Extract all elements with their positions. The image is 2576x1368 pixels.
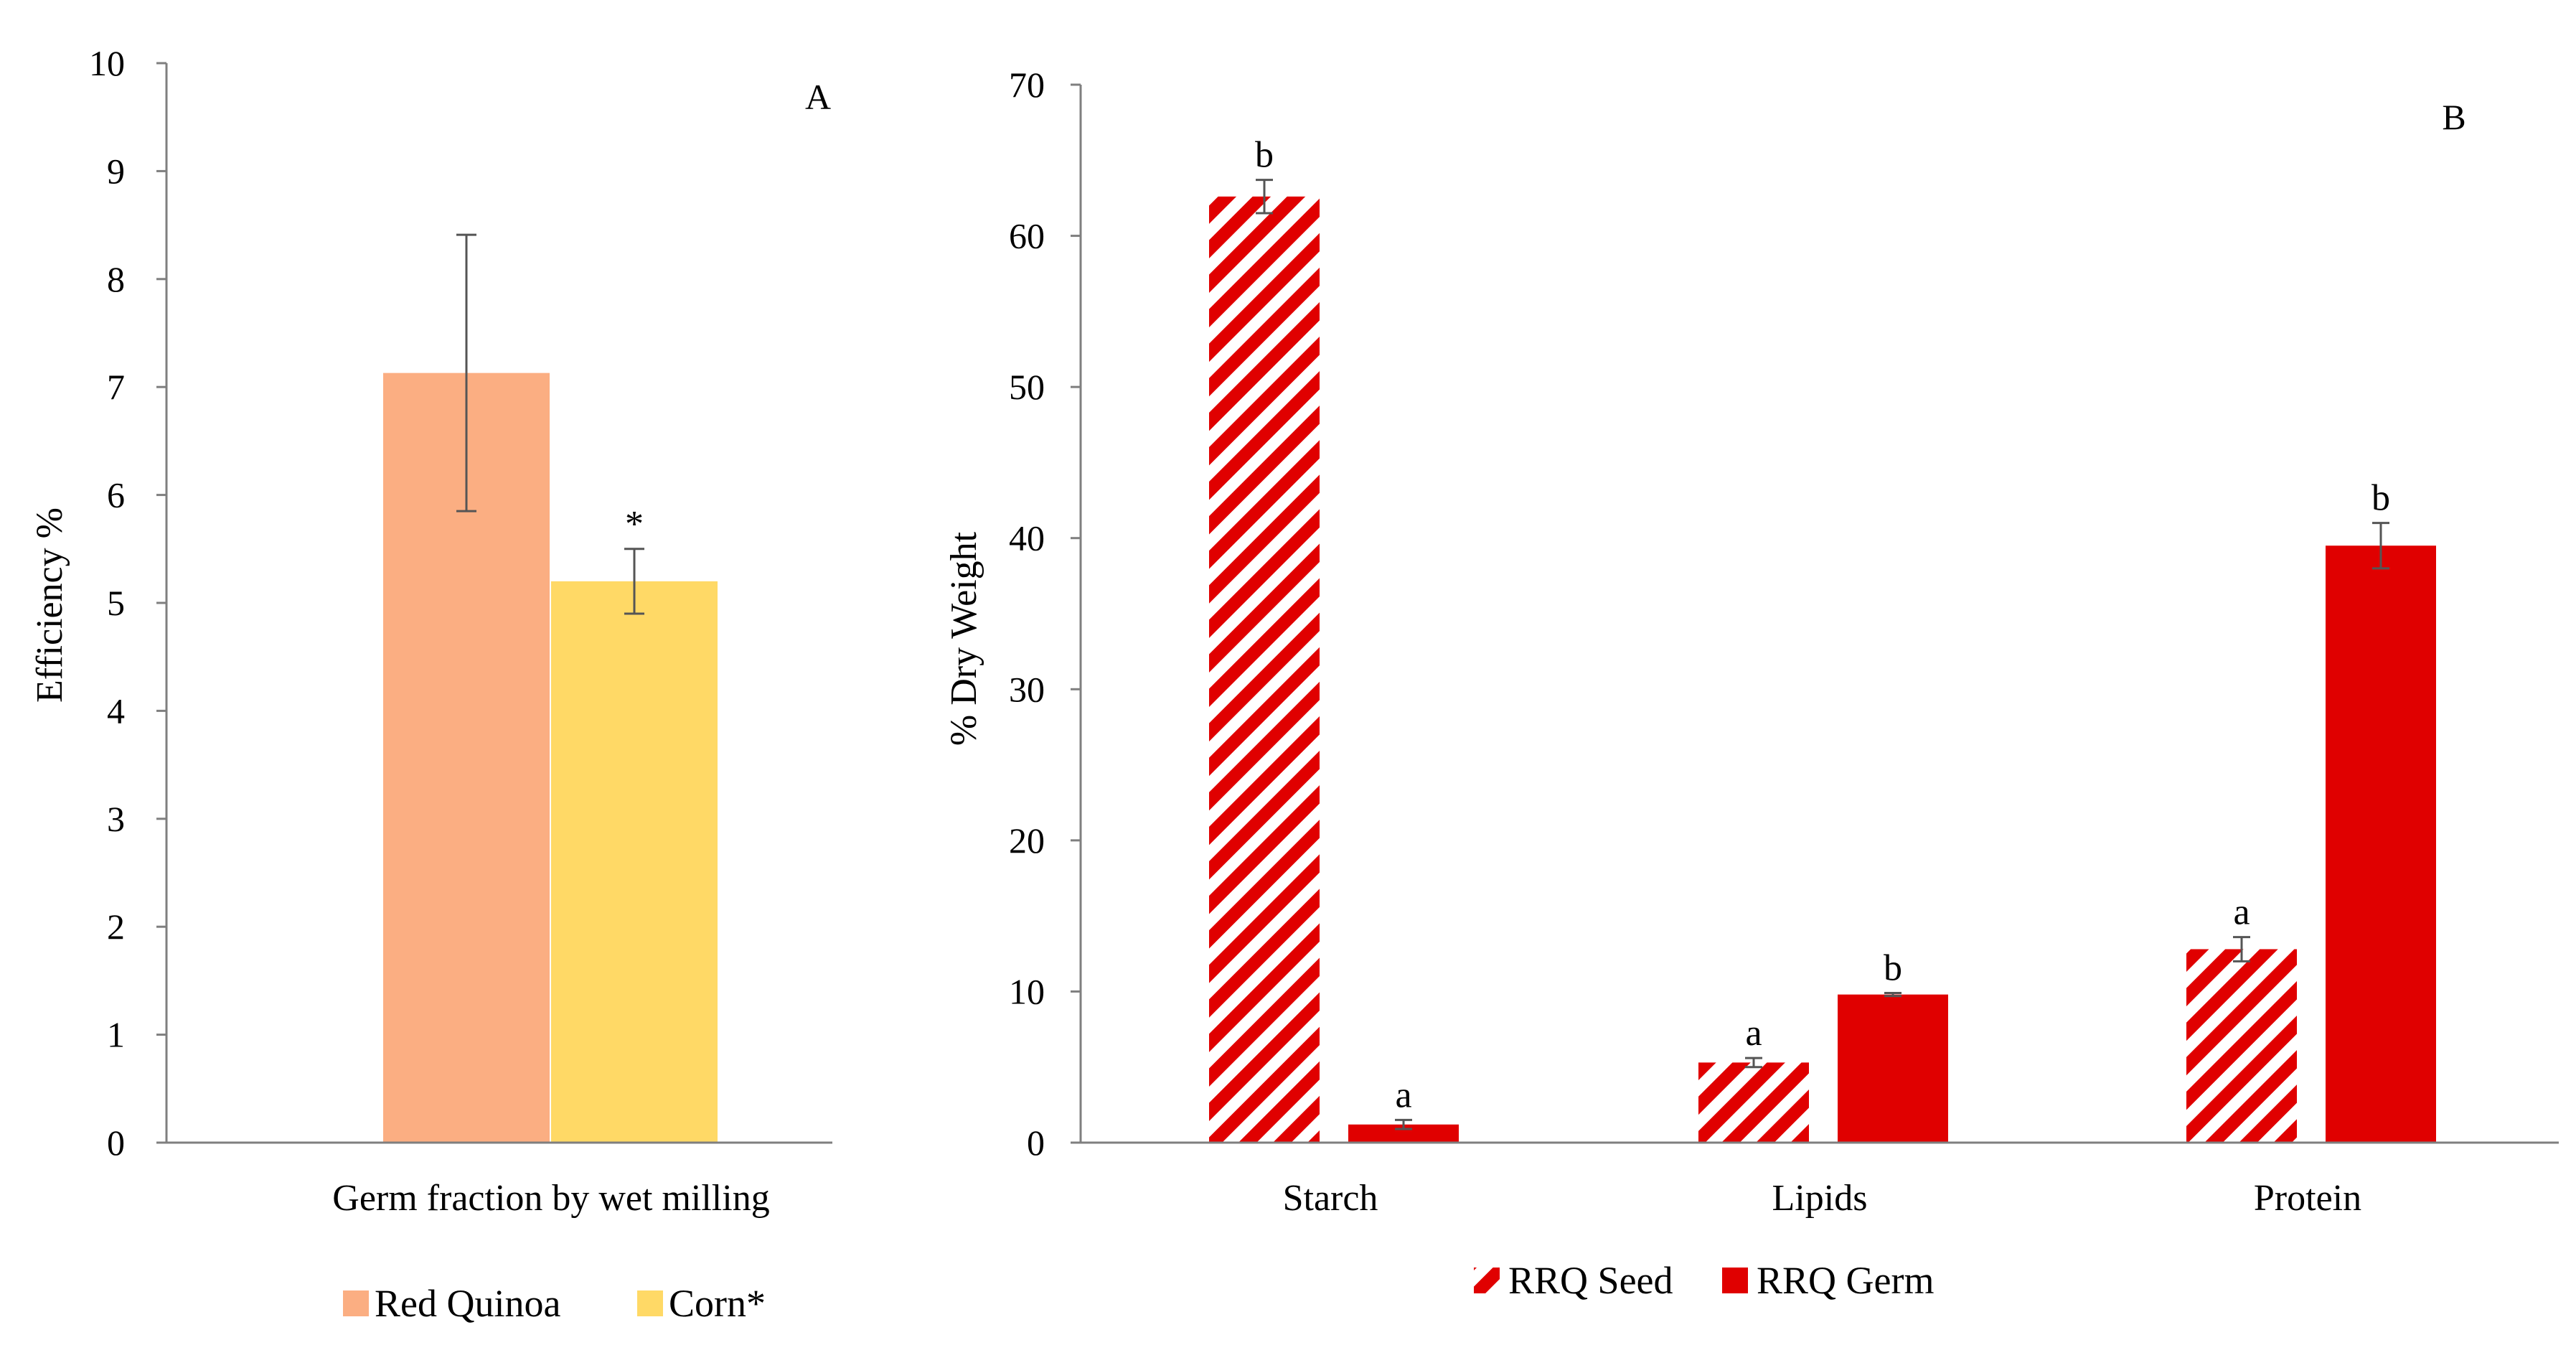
panel-b-legend-swatch [1474, 1268, 1500, 1293]
panel-a-y-tick-label: 10 [89, 43, 125, 83]
panel-a-y-tick-label: 4 [107, 690, 125, 731]
panel-b-x-category-label: Starch [1283, 1178, 1378, 1219]
panel-b-significance-label: a [1395, 1074, 1411, 1115]
panel-b-categories: Starch Lipids Protein [1283, 1178, 2362, 1219]
panel-b-y-tick-label: 50 [1009, 367, 1045, 407]
panel-a-legend: Red Quinoa Corn* [343, 1282, 766, 1325]
panel-b-significance-label: b [1255, 135, 1274, 176]
panel-a-letter: A [805, 77, 831, 117]
panel-b-significance-label: b [1884, 948, 1902, 989]
panel-a-y-tick-label: 3 [107, 799, 125, 839]
panel-b-y-tick-label: 30 [1009, 669, 1045, 709]
panel-b-legend-label: RRQ Germ [1757, 1259, 1934, 1302]
panel-a-y-tick-label: 1 [107, 1015, 125, 1055]
panel-b-legend-swatch [1722, 1268, 1748, 1293]
panel-b-significance-label: b [2371, 478, 2390, 519]
panel-b-significance-label: a [1745, 1013, 1762, 1054]
panel-b-x-category-label: Lipids [1772, 1178, 1868, 1219]
panel-b-y-axis-title: % Dry Weight [944, 531, 984, 746]
panel-a-y-tick-label: 2 [107, 906, 125, 947]
panel-b-y-tick-label: 60 [1009, 216, 1045, 256]
panel-b-y-tick-label: 70 [1009, 65, 1045, 105]
panel-b-bar-rrq-seed-starch [1209, 196, 1320, 1143]
panel-a-legend-swatch [637, 1290, 663, 1316]
panel-b-significance-label: a [2233, 892, 2250, 933]
panel-a-bars: * [383, 233, 718, 1143]
panel-b-bar-rrq-seed-lipids [1698, 1062, 1809, 1143]
panel-a-legend-swatch [343, 1290, 369, 1316]
panel-b-y-tick-label: 40 [1009, 518, 1045, 558]
panel-b-legend-label: RRQ Seed [1508, 1259, 1673, 1302]
panel-b-y-tick-label: 0 [1027, 1123, 1045, 1163]
panel-b-x-category-label: Protein [2254, 1178, 2361, 1219]
panel-b: % Dry Weight B 0 10 20 30 40 50 60 70 b a a a b b St… [944, 65, 2559, 1302]
panel-b-legend: RRQ Seed RRQ Germ [1474, 1259, 1934, 1302]
panel-a-y-tick-label: 9 [107, 151, 125, 191]
panel-a: Efficiency % A 0 1 2 3 4 5 6 7 8 9 10 * Germ fract… [29, 43, 832, 1325]
panel-b-bar-rrq-germ-protein [2326, 545, 2436, 1143]
panel-a-y-tick-label: 7 [107, 367, 125, 407]
panel-a-x-category-label: Germ fraction by wet milling [332, 1178, 769, 1219]
panel-b-y-tick-label: 20 [1009, 820, 1045, 861]
panel-a-y-axis-title: Efficiency % [29, 507, 70, 703]
panel-a-legend-label: Red Quinoa [375, 1282, 560, 1325]
panel-a-legend-label: Corn* [669, 1282, 766, 1325]
panel-b-y-tick-label: 10 [1009, 971, 1045, 1011]
panel-a-y-tick-label: 0 [107, 1123, 125, 1163]
panel-b-y-ticks: 0 10 20 30 40 50 60 70 [1009, 65, 1081, 1163]
panel-b-bars: b a a a b b [1209, 135, 2436, 1143]
panel-b-letter: B [2442, 97, 2465, 137]
panel-a-significance-label: * [625, 504, 644, 545]
panel-a-y-ticks: 0 1 2 3 4 5 6 7 8 9 10 [89, 43, 166, 1163]
panel-b-bar-rrq-germ-lipids [1838, 994, 1948, 1143]
panel-a-bar-corn- [551, 581, 718, 1143]
panel-a-y-tick-label: 5 [107, 583, 125, 623]
panel-a-y-tick-label: 6 [107, 475, 125, 515]
panel-b-bar-rrq-seed-protein [2186, 949, 2297, 1143]
panel-a-y-tick-label: 8 [107, 259, 125, 299]
